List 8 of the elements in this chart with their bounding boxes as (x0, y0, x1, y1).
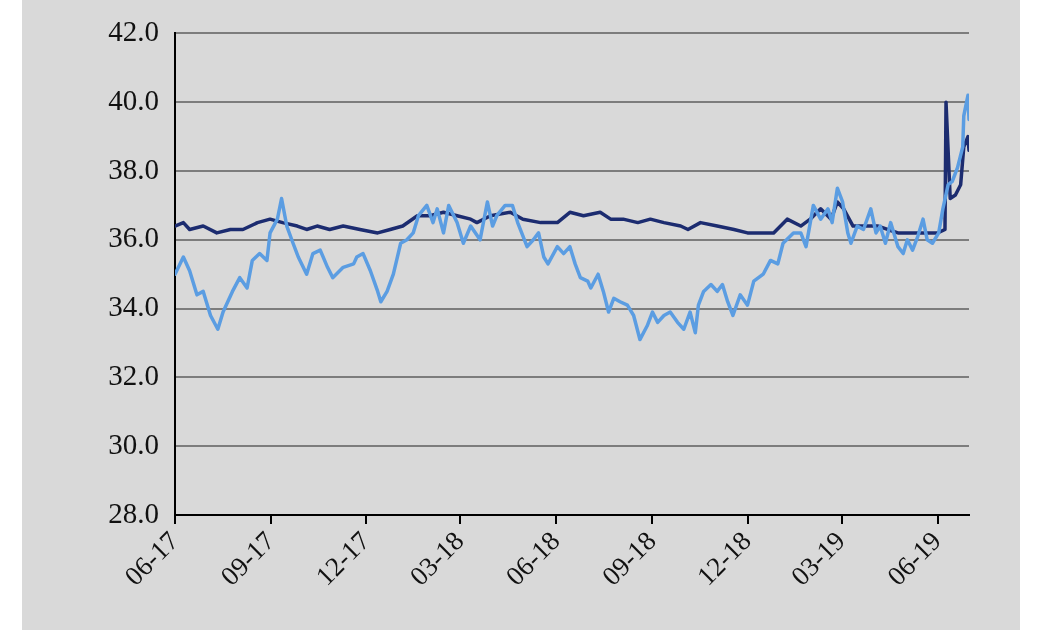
y-tick-label: 32.0 (108, 359, 159, 392)
y-tick-label: 34.0 (108, 290, 159, 323)
y-tick-label: 40.0 (108, 83, 159, 116)
y-tick-label: 30.0 (108, 427, 159, 460)
y-tick-label: 42.0 (108, 15, 159, 48)
y-tick-label: 36.0 (108, 221, 159, 254)
y-tick-label: 38.0 (108, 152, 159, 185)
y-tick-label: 28.0 (108, 496, 159, 529)
